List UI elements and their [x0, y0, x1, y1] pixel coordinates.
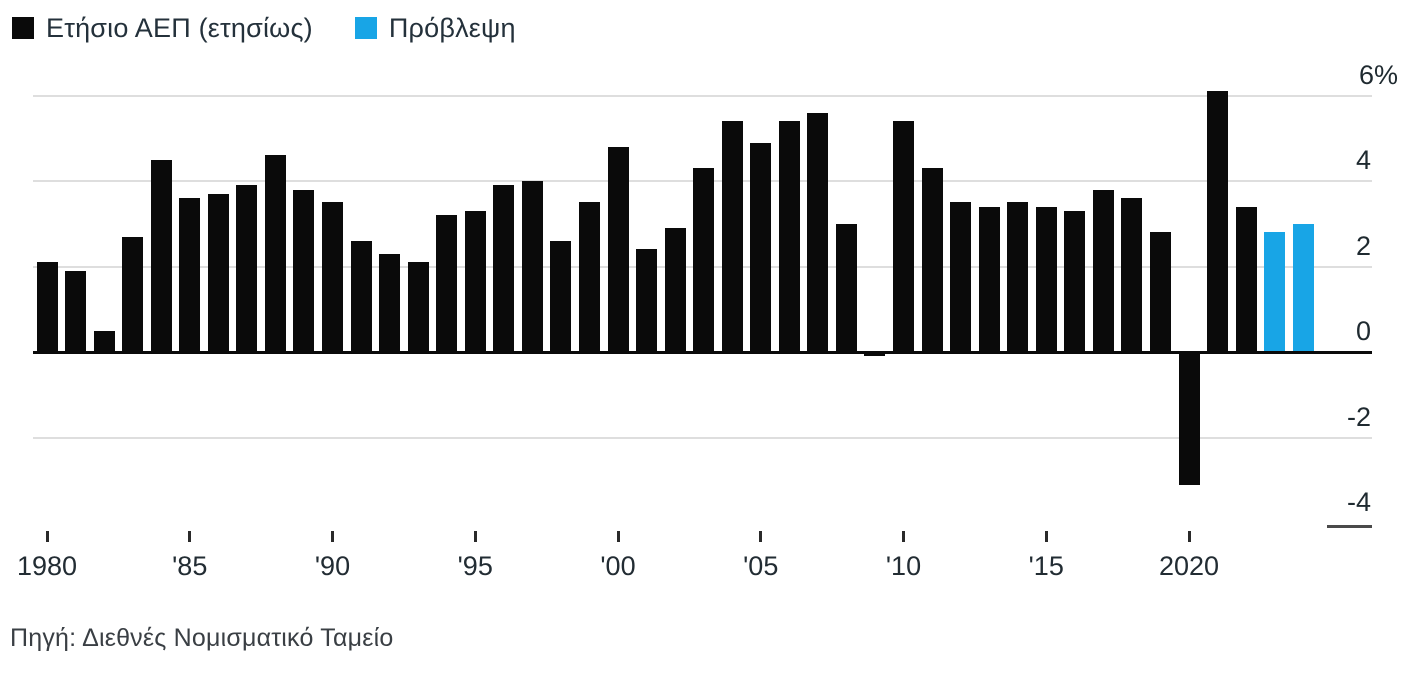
bar-1990: [322, 202, 343, 352]
zero-axis-line: [33, 351, 1372, 354]
bar-1989: [293, 189, 315, 352]
bar-1983: [122, 236, 144, 352]
bar-2020: [1178, 352, 1200, 485]
y-axis-label-0: 0: [1355, 316, 1371, 346]
bar-2017: [1092, 189, 1114, 352]
y-axis-label--4: -4: [1346, 487, 1371, 517]
bar-1996: [493, 185, 515, 352]
bar-1982: [93, 330, 115, 352]
y-axis-label-2: 2: [1355, 230, 1371, 261]
bar-1986: [207, 193, 229, 352]
bar-2013: [978, 206, 1000, 352]
x-tick-2000: [616, 531, 620, 542]
bar-1997: [521, 181, 543, 352]
x-tick-2020: [1187, 531, 1191, 542]
bar-2011: [921, 168, 943, 352]
legend-label-forecast: Πρόβλεψη: [388, 12, 516, 43]
x-tick-1995: [473, 531, 477, 542]
bar-2012: [950, 202, 972, 352]
bar-1999: [578, 202, 600, 352]
x-axis-label-2005: '05: [743, 551, 779, 581]
x-axis-label-2020: 2020: [1158, 551, 1220, 581]
bar-2023-forecast: [1264, 232, 1286, 352]
bar-2003: [693, 168, 715, 352]
y-axis-label-6%: 6%: [1358, 59, 1398, 90]
bar-1992: [379, 253, 401, 352]
bar-2009: [864, 352, 886, 357]
bar-1995: [464, 210, 486, 352]
bar-2024-forecast: [1292, 223, 1314, 352]
x-tick-1985: [188, 531, 192, 542]
bar-1980: [36, 262, 58, 352]
bar-2006: [778, 121, 800, 352]
bar-2002: [664, 228, 686, 352]
x-tick-2005: [759, 531, 763, 542]
bar-2007: [807, 112, 829, 352]
bar-1987: [236, 185, 258, 352]
bar-2021: [1207, 91, 1229, 352]
x-tick-1980: [45, 531, 49, 542]
gridline--2: [33, 436, 1372, 439]
bar-2016: [1064, 210, 1086, 352]
bar-2022: [1235, 206, 1257, 352]
x-axis-label-2000: '00: [600, 551, 636, 581]
bar-1984: [150, 159, 172, 352]
x-axis-label-1985: '85: [172, 551, 208, 581]
x-axis-label-2010: '10: [885, 551, 922, 581]
bar-2018: [1121, 198, 1143, 352]
x-axis-label-1980: 1980: [16, 551, 78, 581]
bar-2015: [1035, 206, 1057, 352]
bar-2008: [835, 223, 857, 352]
bar-1981: [65, 270, 87, 352]
bar-1993: [407, 262, 429, 352]
y-axis-label--2: -2: [1346, 401, 1371, 432]
bar-2014: [1007, 202, 1029, 352]
bar-2005: [750, 142, 772, 352]
x-tick-1990: [331, 531, 334, 542]
bar-2010: [893, 121, 914, 352]
bar-2000: [607, 146, 629, 352]
legend-item-forecast: Πρόβλεψη: [354, 12, 516, 44]
bar-1991: [350, 240, 372, 352]
x-axis-label-1995: '95: [457, 551, 493, 581]
bar-1998: [550, 240, 572, 352]
x-tick-2015: [1044, 531, 1048, 542]
bar-2001: [636, 249, 658, 352]
forecast-series-swatch: [354, 17, 377, 39]
x-axis-label-1990: '90: [314, 551, 351, 581]
gridline-6: [33, 94, 1372, 97]
bar-1994: [436, 215, 458, 352]
bar-2004: [721, 121, 743, 352]
actual-series-swatch: [12, 17, 34, 39]
source-note: Πηγή: Διεθνές Νομισματικό Ταμείο: [10, 624, 394, 652]
legend: Ετήσιο ΑΕΠ (ετησίως) Πρόβλεψη: [12, 12, 516, 44]
x-tick-2010: [902, 531, 905, 542]
bar-1985: [179, 198, 201, 352]
axis-end-stub: [1327, 525, 1372, 528]
bar-2019: [1149, 232, 1171, 352]
x-axis-label-2015: '15: [1028, 551, 1064, 581]
bar-1988: [264, 155, 286, 352]
legend-item-actual: Ετήσιο ΑΕΠ (ετησίως): [12, 13, 313, 44]
y-axis-label-4: 4: [1355, 145, 1371, 175]
legend-label-actual: Ετήσιο ΑΕΠ (ετησίως): [46, 12, 313, 43]
